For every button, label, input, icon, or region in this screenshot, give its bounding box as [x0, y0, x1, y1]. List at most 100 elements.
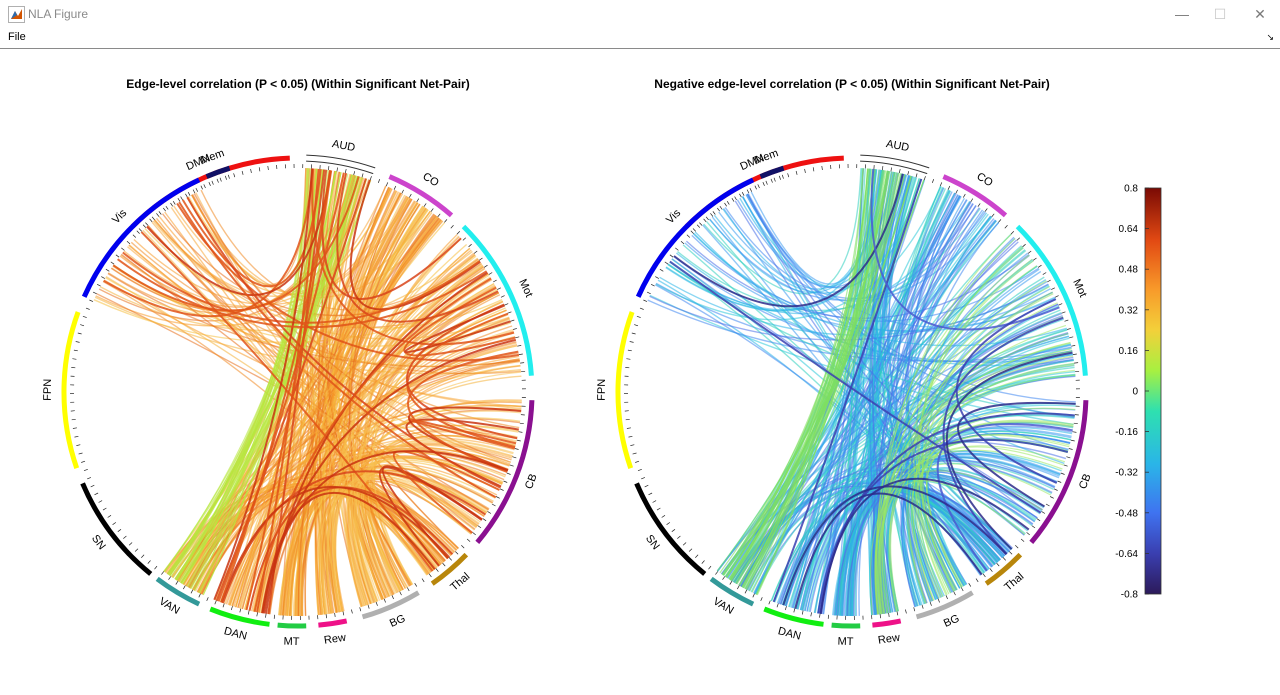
node-tick	[386, 182, 388, 186]
node-tick	[512, 457, 516, 458]
node-tick	[739, 194, 741, 197]
node-tick	[777, 604, 778, 608]
maximize-button[interactable]: ☐	[1200, 0, 1240, 28]
node-tick	[882, 166, 883, 170]
node-tick	[91, 485, 95, 487]
node-tick	[1054, 489, 1058, 491]
minimize-icon: —	[1175, 6, 1189, 22]
node-tick	[152, 217, 155, 220]
node-tick	[755, 186, 757, 190]
network-arc-fpn	[618, 312, 632, 468]
node-tick	[758, 184, 760, 188]
network-arc-fpn	[64, 312, 78, 468]
node-tick	[493, 280, 496, 282]
network-arc-dmn	[133, 158, 290, 226]
network-label-thal: Thal	[1002, 571, 1026, 594]
node-tick	[672, 529, 675, 531]
node-tick	[788, 173, 789, 177]
node-tick	[720, 206, 722, 209]
node-tick	[723, 576, 725, 579]
node-tick	[169, 576, 171, 579]
network-label-vis: Vis	[664, 207, 683, 227]
node-tick	[1003, 557, 1006, 560]
close-button[interactable]: ✕	[1240, 0, 1280, 28]
node-tick	[647, 292, 651, 294]
node-tick	[782, 175, 783, 179]
node-tick	[407, 588, 409, 592]
network-label-rew: Rew	[877, 632, 901, 647]
node-tick	[178, 198, 180, 201]
node-tick	[474, 251, 477, 254]
node-tick	[451, 225, 454, 228]
network-arc-rew	[872, 621, 900, 625]
node-tick	[702, 561, 705, 564]
node-tick	[691, 231, 694, 234]
node-tick	[880, 614, 881, 618]
node-tick	[166, 206, 168, 209]
node-tick	[998, 219, 1001, 222]
dock-arrow-icon[interactable]: ↘	[1266, 32, 1274, 43]
node-tick	[634, 325, 638, 326]
node-tick	[370, 176, 371, 180]
node-tick	[811, 612, 812, 616]
node-tick	[268, 166, 269, 170]
node-tick	[1011, 231, 1014, 234]
plot-title-negative: Negative edge-level correlation (P < 0.0…	[654, 77, 1049, 91]
node-tick	[963, 194, 965, 198]
network-label-cb: CB	[1077, 472, 1094, 491]
node-tick	[220, 178, 221, 182]
node-tick	[640, 308, 644, 309]
colorbar-tick-label: 0.32	[1119, 305, 1139, 316]
minimize-button[interactable]: —	[1162, 0, 1202, 28]
node-tick	[997, 563, 1000, 566]
node-tick	[93, 292, 97, 294]
node-tick	[976, 579, 978, 582]
node-tick	[725, 203, 727, 206]
network-label-rew: Rew	[323, 632, 347, 647]
node-tick	[1067, 328, 1071, 329]
menu-file[interactable]: File	[8, 31, 26, 43]
node-tick	[188, 192, 190, 196]
node-tick	[655, 277, 659, 279]
node-tick	[478, 526, 481, 528]
node-tick	[457, 231, 460, 234]
node-tick	[139, 229, 142, 232]
node-tick	[1023, 244, 1026, 247]
node-tick	[155, 566, 158, 569]
node-tick	[156, 213, 159, 216]
node-tick	[121, 248, 124, 251]
node-tick	[820, 614, 821, 618]
maximize-icon: ☐	[1214, 6, 1227, 23]
node-tick	[515, 449, 519, 450]
network-arc-mem	[761, 168, 784, 176]
node-tick	[699, 223, 702, 226]
node-tick	[242, 171, 243, 175]
node-tick	[735, 197, 737, 200]
node-tick	[337, 168, 338, 172]
node-tick	[135, 549, 138, 552]
node-tick	[1043, 273, 1046, 275]
node-tick	[163, 208, 165, 211]
node-tick	[971, 199, 973, 202]
colorbar-tick-label: -0.64	[1115, 549, 1138, 560]
colorbar-tick-label: 0.64	[1119, 224, 1139, 235]
node-tick	[515, 337, 519, 338]
node-tick	[431, 209, 433, 212]
node-tick	[345, 169, 346, 173]
node-tick	[681, 241, 684, 244]
node-tick	[240, 609, 241, 613]
node-tick	[1061, 473, 1065, 475]
node-tick	[508, 312, 512, 313]
node-tick	[645, 485, 649, 487]
node-tick	[706, 217, 709, 220]
node-tick	[449, 557, 452, 560]
node-tick	[670, 255, 673, 257]
node-tick	[653, 501, 657, 503]
node-tick	[89, 300, 93, 302]
node-tick	[761, 597, 763, 601]
node-tick	[796, 171, 797, 175]
node-tick	[774, 178, 775, 182]
node-tick	[76, 445, 80, 446]
node-tick	[384, 599, 386, 603]
node-tick	[129, 543, 132, 546]
